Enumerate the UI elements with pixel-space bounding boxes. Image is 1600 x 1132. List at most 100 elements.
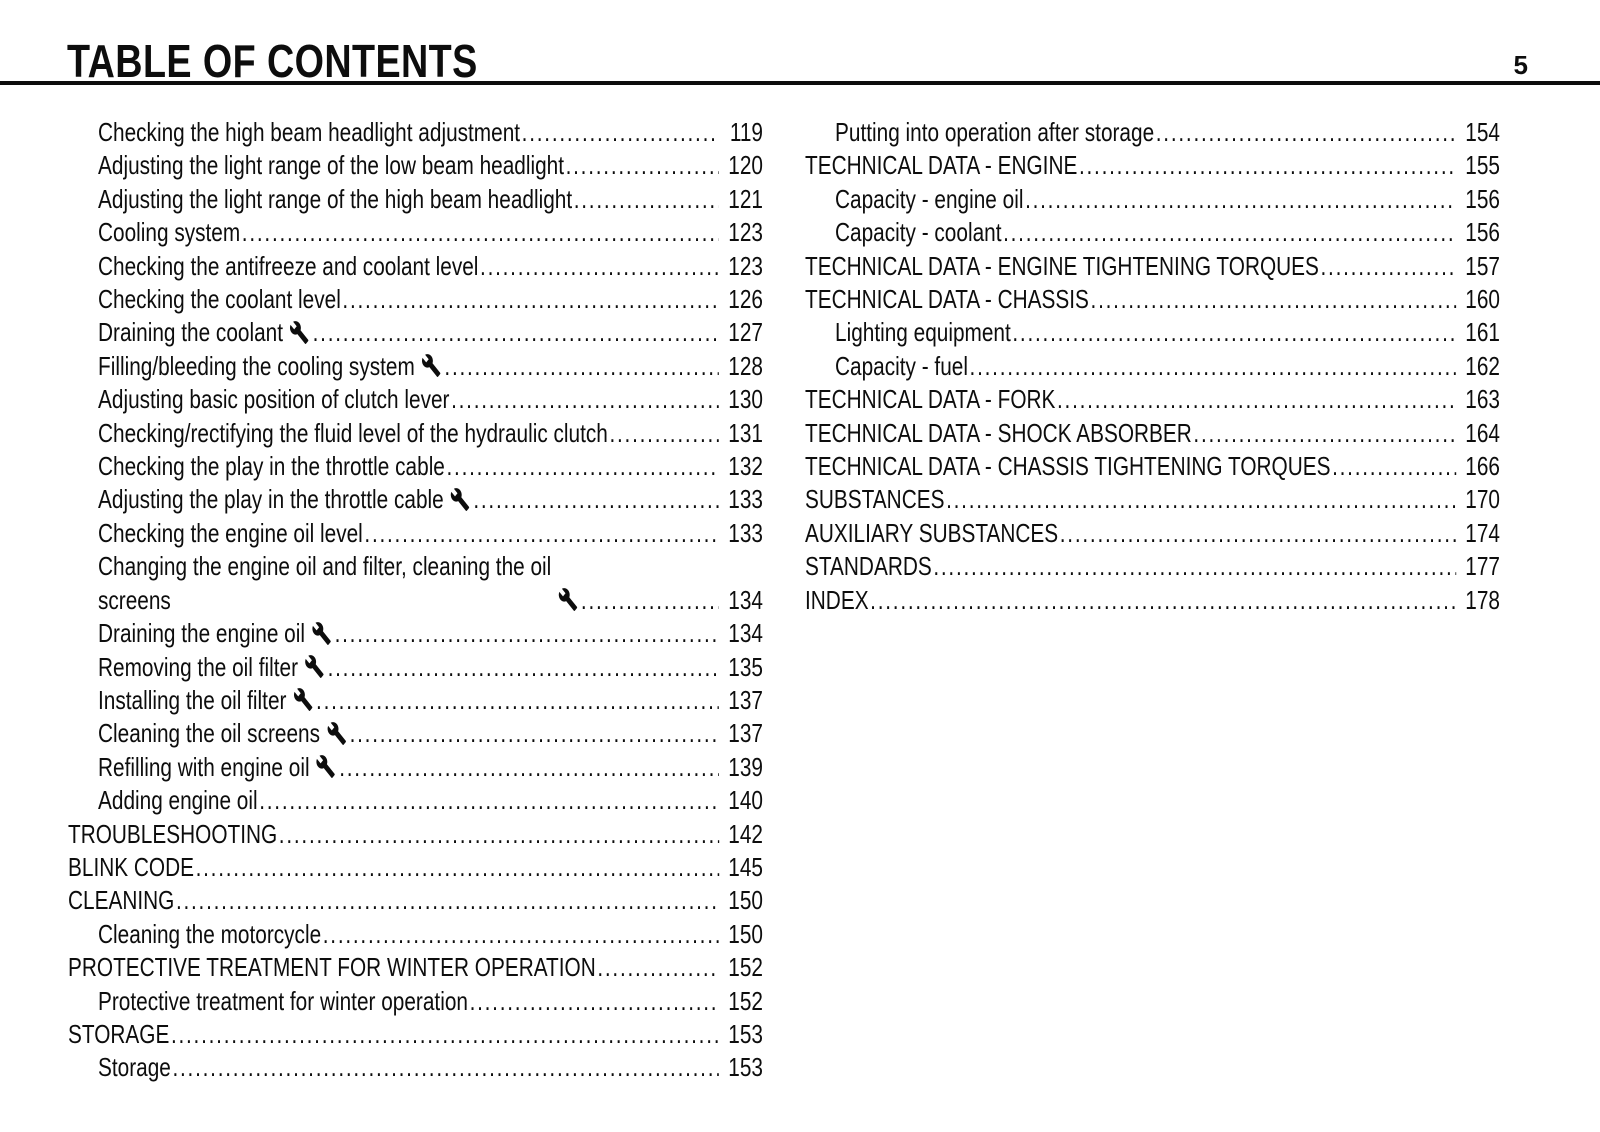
leader-dots: ........................................…: [1057, 384, 1456, 415]
toc-entry-page: 164: [1465, 417, 1500, 448]
leader-dots: ........................................…: [322, 918, 719, 949]
toc-entry: TECHNICAL DATA - CHASSIS................…: [805, 283, 1500, 316]
toc-entry-title: Draining the coolant: [98, 317, 284, 348]
toc-entry-title: STANDARDS: [805, 551, 932, 582]
leader-dots: ........................................…: [946, 484, 1456, 515]
leader-dots: ........................................…: [1059, 517, 1456, 548]
toc-entry-page: 131: [728, 417, 763, 448]
leader-dots: ........................................…: [364, 517, 719, 548]
toc-entry-page: 123: [728, 250, 763, 281]
toc-entry: PROTECTIVE TREATMENT FOR WINTER OPERATIO…: [68, 951, 763, 984]
toc-entry-page: 150: [728, 918, 763, 949]
leader-dots: ........................................…: [580, 584, 719, 615]
toc-entry: Checking the coolant level..............…: [68, 283, 763, 316]
leader-dots: ........................................…: [597, 952, 719, 983]
leader-dots: ........................................…: [349, 718, 719, 749]
toc-entry-page: 119: [729, 117, 763, 147]
page-number: 5: [1513, 50, 1528, 80]
leader-dots: ........................................…: [1090, 284, 1456, 315]
toc-entry-page: 133: [728, 517, 763, 548]
leader-dots: ........................................…: [609, 417, 719, 448]
toc-entry-page: 121: [728, 183, 763, 214]
toc-columns: Checking the high beam headlight adjustm…: [68, 116, 1500, 1085]
toc-entry-page: 155: [1465, 150, 1500, 181]
toc-entry-title: Storage: [98, 1052, 171, 1083]
leader-dots: ........................................…: [170, 1018, 719, 1049]
toc-entry-page: 154: [1465, 117, 1500, 147]
toc-entry: Refilling with engine oil...............…: [68, 751, 763, 784]
toc-entry-title: Protective treatment for winter operatio…: [98, 985, 468, 1016]
toc-entry: Checking the play in the throttle cable.…: [68, 450, 763, 483]
leader-dots: ........................................…: [469, 985, 719, 1016]
leader-dots: ........................................…: [195, 851, 719, 882]
leader-dots: ........................................…: [339, 751, 719, 782]
toc-entry-page: 126: [728, 284, 763, 315]
toc-column-left: Checking the high beam headlight adjustm…: [68, 116, 763, 1085]
toc-entry-title: Draining the engine oil: [98, 618, 305, 649]
toc-entry-title: Checking/rectifying the fluid level of t…: [98, 417, 608, 448]
toc-entry: TECHNICAL DATA - CHASSIS TIGHTENING TORQ…: [805, 450, 1500, 483]
toc-entry: Checking the high beam headlight adjustm…: [68, 116, 763, 149]
leader-dots: ........................................…: [969, 350, 1456, 381]
toc-entry-page: 178: [1465, 584, 1500, 615]
toc-entry: Checking the antifreeze and coolant leve…: [68, 250, 763, 283]
toc-entry: TROUBLESHOOTING.........................…: [68, 818, 763, 851]
toc-entry-page: 152: [728, 952, 763, 983]
toc-entry: Adjusting the light range of the low bea…: [68, 149, 763, 182]
leader-dots: ........................................…: [1025, 183, 1456, 214]
wrench-icon: [316, 755, 336, 779]
toc-entry: TECHNICAL DATA - ENGINE TIGHTENING TORQU…: [805, 250, 1500, 283]
toc-entry: Draining the coolant....................…: [68, 316, 763, 349]
leader-dots: ........................................…: [327, 651, 719, 682]
toc-entry-page: 174: [1465, 517, 1500, 548]
wrench-icon: [293, 688, 313, 712]
leader-dots: ........................................…: [241, 217, 719, 248]
toc-entry: Adjusting basic position of clutch lever…: [68, 383, 763, 416]
toc-entry: Checking/rectifying the fluid level of t…: [68, 417, 763, 450]
leader-dots: ........................................…: [1155, 117, 1456, 147]
wrench-icon: [421, 354, 441, 378]
toc-entry-title: Adding engine oil: [98, 785, 258, 816]
toc-entry-page: 139: [728, 751, 763, 782]
toc-entry-title: Checking the antifreeze and coolant leve…: [98, 250, 479, 281]
toc-entry: Storage.................................…: [68, 1051, 763, 1084]
toc-entry: Adjusting the play in the throttle cable…: [68, 483, 763, 516]
toc-entry: Adjusting the light range of the high be…: [68, 183, 763, 216]
toc-entry-title: TROUBLESHOOTING: [68, 818, 278, 849]
toc-entry: Capacity - coolant......................…: [805, 216, 1500, 249]
leader-dots: ........................................…: [175, 885, 719, 916]
leader-dots: ........................................…: [342, 284, 719, 315]
toc-entry: Cooling system..........................…: [68, 216, 763, 249]
toc-entry-title: CLEANING: [68, 885, 175, 916]
leader-dots: ........................................…: [1320, 250, 1456, 281]
toc-entry-title: TECHNICAL DATA - CHASSIS: [805, 284, 1089, 315]
toc-entry-title: Capacity - coolant: [835, 217, 1002, 248]
toc-entry-page: 166: [1465, 451, 1500, 482]
toc-entry-page: 134: [728, 584, 763, 615]
toc-entry-title: Capacity - engine oil: [835, 183, 1024, 214]
toc-entry: INDEX...................................…: [805, 584, 1500, 617]
toc-entry-title: INDEX: [805, 584, 869, 615]
toc-entry-page: 132: [728, 451, 763, 482]
toc-entry: STORAGE.................................…: [68, 1018, 763, 1051]
toc-entry: Draining the engine oil.................…: [68, 617, 763, 650]
toc-entry: BLINK CODE..............................…: [68, 851, 763, 884]
toc-entry-title: TECHNICAL DATA - CHASSIS TIGHTENING TORQ…: [805, 451, 1331, 482]
toc-entry: Protective treatment for winter operatio…: [68, 985, 763, 1018]
page-title: TABLE OF CONTENTS: [67, 35, 478, 87]
toc-entry-page: 170: [1465, 484, 1500, 515]
leader-dots: ........................................…: [172, 1052, 719, 1083]
toc-entry-title: Changing the engine oil and filter, clea…: [98, 551, 552, 615]
leader-dots: ........................................…: [933, 551, 1456, 582]
toc-entry: Lighting equipment......................…: [805, 316, 1500, 349]
toc-entry-title: Checking the high beam headlight adjustm…: [98, 117, 521, 147]
toc-entry-title: Capacity - fuel: [835, 350, 968, 381]
toc-entry-page: 160: [1465, 284, 1500, 315]
toc-entry-title: Putting into operation after storage: [835, 117, 1155, 147]
toc-entry: SUBSTANCES..............................…: [805, 483, 1500, 516]
leader-dots: ........................................…: [312, 317, 719, 348]
toc-entry-title: TECHNICAL DATA - FORK: [805, 384, 1056, 415]
toc-entry-title: TECHNICAL DATA - ENGINE: [805, 150, 1078, 181]
leader-dots: ........................................…: [1012, 317, 1456, 348]
toc-entry-title: STORAGE: [68, 1018, 170, 1049]
